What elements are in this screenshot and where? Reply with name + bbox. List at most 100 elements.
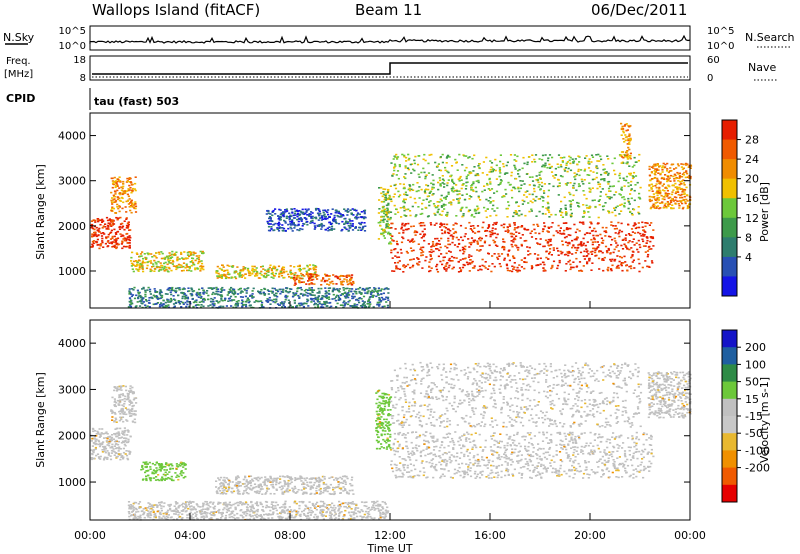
range-gate-cell: [300, 272, 303, 275]
range-gate-cell: [436, 248, 439, 250]
range-gate-cell: [289, 220, 292, 223]
range-gate-cell: [368, 287, 371, 289]
range-gate-cell: [202, 268, 205, 271]
range-gate-cell: [471, 184, 474, 186]
range-gate-cell: [406, 252, 409, 254]
range-gate-cell: [463, 198, 466, 201]
range-gate-cell: [627, 223, 630, 226]
range-gate-cell: [506, 269, 509, 272]
range-gate-cell: [444, 245, 447, 248]
range-gate-cell: [346, 287, 349, 290]
range-gate-cell: [202, 265, 205, 268]
range-gate-cell: [592, 171, 595, 173]
range-gate-cell: [168, 289, 171, 291]
range-gate-cell: [316, 278, 319, 280]
range-gate-cell: [578, 230, 581, 232]
range-gate-cell: [242, 266, 245, 268]
range-gate-cell: [311, 291, 314, 294]
range-gate-cell: [620, 186, 623, 189]
range-gate-cell: [672, 189, 675, 191]
range-gate-cell: [410, 258, 413, 261]
range-gate-cell: [278, 223, 281, 225]
range-gate-cell: [92, 227, 95, 230]
range-gate-cell: [548, 216, 551, 218]
range-gate-cell: [158, 466, 161, 468]
range-gate-cell: [487, 226, 491, 228]
range-gate-cell: [407, 222, 410, 225]
range-gate-cell: [520, 244, 523, 247]
range-gate-cell: [351, 297, 354, 300]
range-gate-cell: [432, 183, 435, 186]
range-gate-cell: [477, 174, 480, 177]
range-gate-cell: [125, 217, 128, 219]
range-gate-cell: [270, 290, 273, 293]
range-gate-cell: [139, 262, 142, 265]
range-gate-cell: [594, 205, 597, 208]
range-gate-cell: [440, 199, 443, 202]
range-gate-cell: [371, 289, 374, 292]
range-gate-cell: [106, 450, 109, 452]
range-gate-cell: [313, 225, 316, 227]
range-gate-cell: [609, 252, 612, 254]
range-gate-cell: [130, 201, 133, 203]
range-gate-cell: [403, 176, 406, 178]
range-gate-cell: [91, 246, 94, 248]
range-gate-cell: [520, 259, 523, 261]
range-gate-cell: [637, 231, 640, 234]
range-gate-cell: [626, 143, 629, 145]
range-gate-cell: [130, 211, 133, 214]
range-gate-cell: [429, 190, 433, 193]
range-gate-cell: [105, 216, 109, 219]
range-gate-cell: [308, 283, 311, 285]
range-gate-cell: [583, 212, 586, 214]
range-gate-cell: [123, 228, 126, 231]
range-gate-cell: [283, 301, 286, 303]
range-gate-cell: [301, 228, 304, 231]
range-gate-cell: [591, 243, 594, 246]
range-gate-cell: [405, 250, 408, 253]
range-gate-cell: [405, 156, 408, 159]
range-gate-cell: [111, 237, 114, 239]
range-gate-cell: [135, 402, 138, 404]
range-gate-cell: [309, 294, 312, 296]
range-gate-cell: [278, 227, 281, 230]
range-gate-cell: [346, 281, 349, 283]
range-gate-cell: [182, 466, 185, 468]
range-gate-cell: [146, 289, 149, 291]
range-gate-cell: [103, 437, 106, 439]
range-gate-cell: [146, 264, 149, 267]
range-gate-cell: [669, 199, 672, 202]
range-gate-cell: [114, 433, 117, 436]
range-gate-cell: [134, 211, 138, 213]
range-gate-cell: [326, 279, 329, 282]
range-gate-cell: [364, 225, 367, 227]
range-gate-cell: [128, 453, 131, 455]
range-gate-cell: [246, 287, 249, 290]
range-gate-cell: [630, 234, 633, 237]
range-gate-cell: [128, 390, 131, 392]
range-gate-cell: [325, 291, 328, 294]
range-gate-cell: [403, 209, 406, 212]
range-gate-cell: [101, 449, 104, 451]
range-gate-cell: [569, 263, 572, 266]
range-gate-cell: [577, 205, 580, 207]
range-gate-cell: [293, 273, 296, 276]
range-gate-cell: [111, 186, 114, 189]
range-gate-cell: [113, 235, 116, 238]
range-gate-cell: [396, 251, 399, 254]
range-gate-cell: [654, 202, 657, 204]
range-gate-cell: [601, 251, 604, 254]
range-gate-cell: [305, 270, 308, 273]
range-gate-cell: [98, 436, 101, 438]
range-gate-cell: [648, 185, 651, 187]
range-gate-cell: [140, 263, 143, 266]
range-gate-cell: [607, 247, 610, 250]
range-gate-cell: [471, 157, 474, 160]
range-gate-cell: [484, 267, 487, 269]
range-gate-cell: [594, 241, 597, 243]
range-gate-cell: [396, 170, 400, 172]
range-gate-cell: [458, 153, 461, 156]
range-gate-cell: [197, 262, 200, 265]
range-gate-cell: [134, 207, 137, 210]
range-gate-cell: [203, 299, 207, 301]
